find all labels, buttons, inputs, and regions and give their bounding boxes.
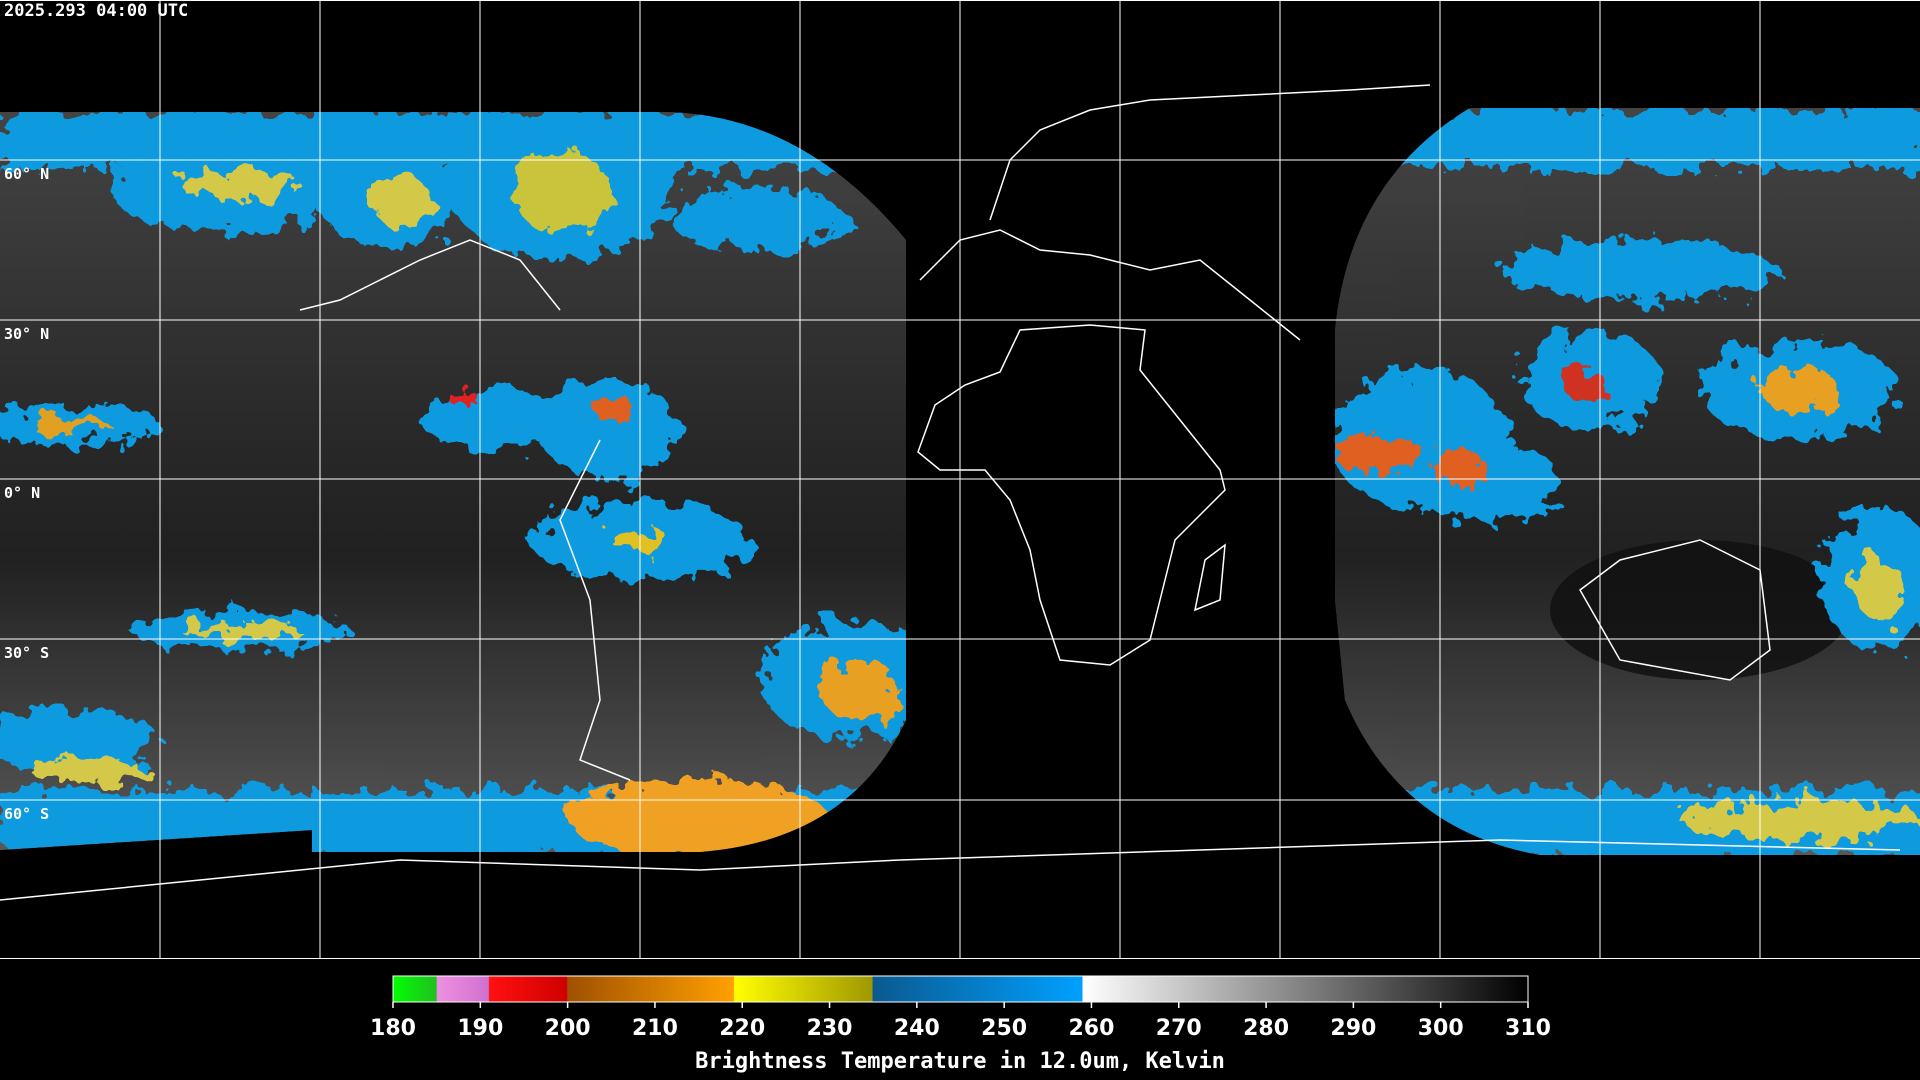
imagery-east xyxy=(1335,108,1920,855)
imagery-west xyxy=(0,112,906,852)
graticule xyxy=(0,0,1920,958)
colorbar-tick-label: 240 xyxy=(894,1016,940,1041)
latitude-label: 30° N xyxy=(4,325,49,343)
colorbar-tick-label: 270 xyxy=(1156,1016,1202,1041)
colorbar-tick-label: 210 xyxy=(632,1016,678,1041)
colorbar-tick-label: 280 xyxy=(1243,1016,1289,1041)
colorbar-tick-label: 310 xyxy=(1505,1016,1551,1041)
map-border xyxy=(0,958,1920,959)
colorbar xyxy=(392,975,1529,1003)
colorbar-tick-label: 180 xyxy=(370,1016,416,1041)
latitude-label: 60° S xyxy=(4,805,49,823)
colorbar-tick-label: 230 xyxy=(807,1016,853,1041)
colorbar-tick-label: 200 xyxy=(545,1016,591,1041)
latitude-label: 60° N xyxy=(4,165,49,183)
colorbar-tick-label: 260 xyxy=(1068,1016,1114,1041)
colorbar-tick-label: 290 xyxy=(1330,1016,1376,1041)
colorbar-tick-label: 250 xyxy=(981,1016,1027,1041)
colorbar-tick-label: 300 xyxy=(1418,1016,1464,1041)
timestamp: 2025.293 04:00 UTC xyxy=(4,1,188,21)
colorbar-tick-label: 190 xyxy=(457,1016,503,1041)
latitude-label: 0° N xyxy=(4,484,40,502)
colorbar-label: Brightness Temperature in 12.0um, Kelvin xyxy=(695,1049,1225,1074)
latitude-label: 30° S xyxy=(4,644,49,662)
colorbar-tick-label: 220 xyxy=(719,1016,765,1041)
